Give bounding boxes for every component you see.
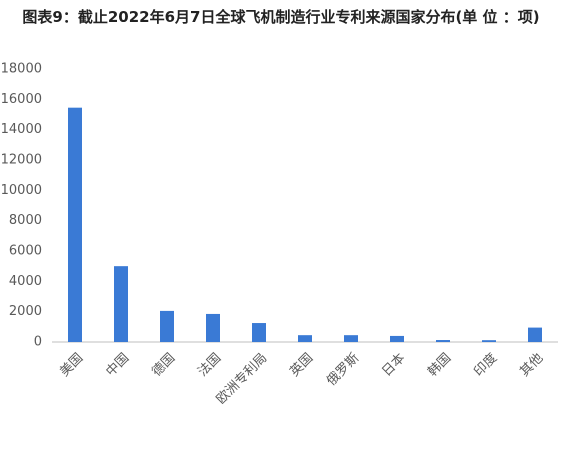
chart-title: 图表9：截止2022年6月7日全球飞机制造行业专利来源国家分布(单 位 ：项) (22, 8, 540, 26)
x-tick-label: 印度 (471, 350, 501, 380)
y-tick-label: 4000 (9, 274, 42, 289)
y-tick-label: 0 (34, 335, 42, 350)
y-tick-label: 16000 (1, 92, 42, 107)
x-tick-label: 法国 (195, 351, 224, 380)
x-tick-label: 韩国 (425, 351, 454, 380)
bar (160, 310, 174, 342)
y-tick-label: 6000 (9, 244, 42, 259)
bar (436, 340, 450, 342)
bar (298, 335, 312, 342)
x-tick-label: 日本 (379, 351, 408, 380)
bar (252, 323, 266, 342)
x-tick-label: 其他 (517, 351, 546, 380)
y-tick-label: 8000 (9, 213, 42, 228)
bar (68, 107, 82, 342)
x-tick-label: 德国 (149, 351, 178, 380)
x-tick-label: 俄罗斯 (324, 351, 362, 389)
y-tick-label: 18000 (1, 62, 42, 77)
x-tick-label: 中国 (103, 351, 132, 380)
y-tick-label: 10000 (1, 183, 42, 198)
bar (528, 327, 542, 342)
bar (482, 340, 496, 342)
bar (206, 313, 220, 342)
y-tick-label: 14000 (1, 122, 42, 137)
x-tick-label: 欧洲专利局 (214, 351, 271, 408)
bar (390, 335, 404, 342)
y-tick-label: 12000 (1, 153, 42, 168)
bar (344, 335, 358, 342)
y-tick-label: 2000 (9, 304, 42, 319)
x-tick-label: 美国 (57, 351, 86, 380)
bar (114, 266, 128, 342)
x-tick-label: 英国 (287, 351, 316, 380)
